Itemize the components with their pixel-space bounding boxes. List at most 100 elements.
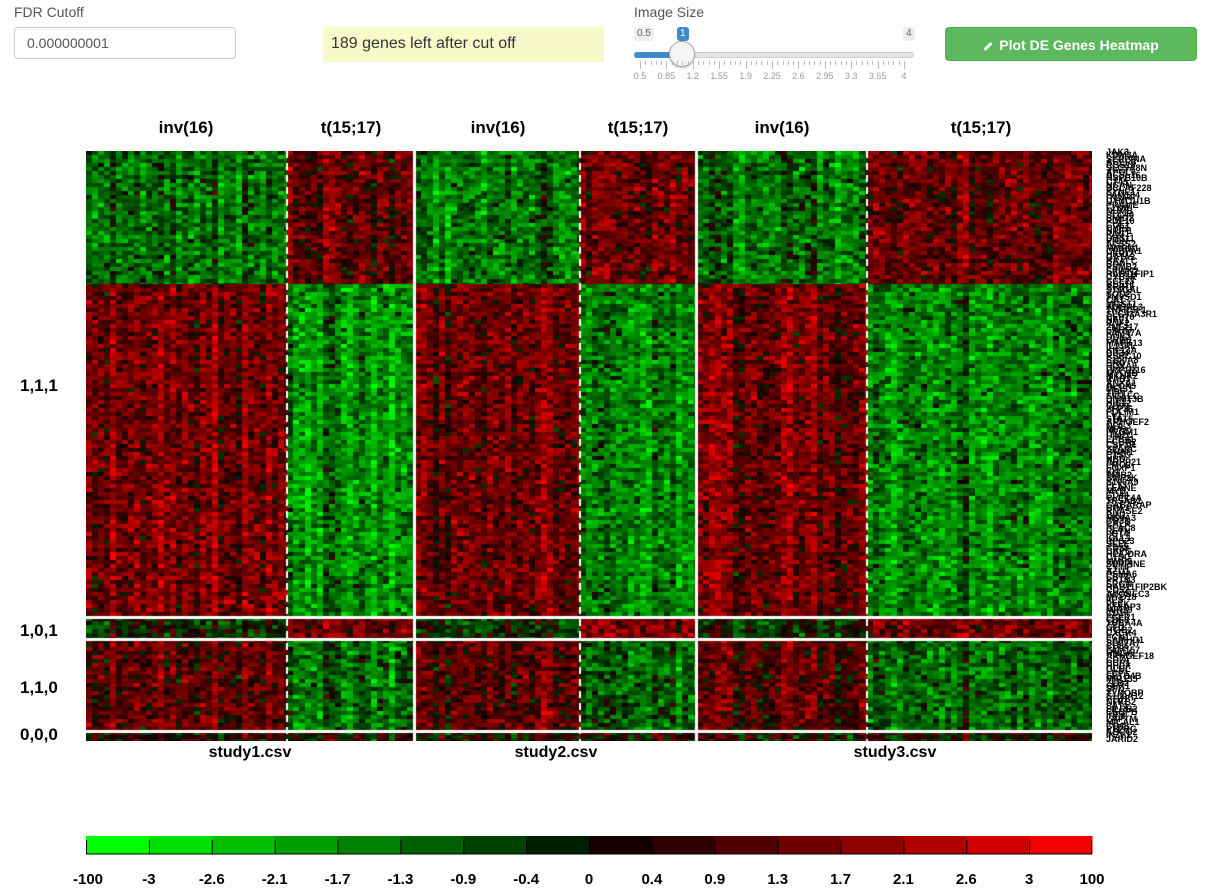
gene-label: DOK2 [1106, 331, 1132, 342]
gene-label: NFKB2 [1106, 697, 1137, 708]
gene-label: SLC7A7 [1106, 638, 1141, 649]
slider-tick-mark [650, 61, 652, 65]
gene-label: ACSS2 [1106, 239, 1137, 250]
gene-label: ERG [1106, 357, 1126, 368]
slider-tick-mark [845, 61, 847, 65]
gene-label: MYB [1106, 486, 1126, 497]
slider-tick-mark [640, 61, 641, 69]
gene-label: TM9SD1 [1106, 292, 1142, 303]
plot-de-genes-heatmap-button[interactable]: Plot DE Genes Heatmap [945, 27, 1197, 61]
color-legend [86, 836, 1093, 855]
gene-label: HLA-DRA [1106, 549, 1147, 560]
gene-label: ZFP36 [1106, 404, 1134, 415]
gene-label: AZU1 [1106, 565, 1130, 576]
gene-label: LYZ [1106, 410, 1123, 421]
gene-label: RSRC10 [1106, 351, 1142, 362]
gene-label: HIST2 [1106, 397, 1132, 408]
gene-label: CLEC4A [1106, 493, 1143, 504]
fdr-cutoff-input[interactable] [14, 27, 236, 59]
slider-tick-mark [898, 61, 900, 65]
gene-label: ATXAP3 [1106, 601, 1141, 612]
legend-swatch [148, 836, 213, 854]
slider-tick-mark [893, 61, 895, 65]
slider-tick-label: 2.25 [763, 71, 781, 81]
fdr-cutoff-label: FDR Cutoff [14, 4, 84, 20]
gene-label: HOXA9 [1106, 361, 1138, 372]
gene-label: FZD9 [1106, 203, 1129, 214]
legend-swatch [777, 836, 842, 854]
gene-label: ANXA1 [1106, 377, 1137, 388]
legend-swatch [714, 836, 779, 854]
row-label-101: 1,0,1 [20, 621, 58, 640]
gene-label: PSMA6 [1106, 568, 1138, 579]
slider-tick-mark [698, 61, 700, 65]
gene-label: SNHG [1106, 324, 1133, 335]
gene-label: TPSAB1 [1106, 496, 1142, 507]
gene-label: FUT4 [1106, 529, 1129, 540]
gene-label: APOL6 [1106, 166, 1137, 177]
gene-label: BMP2K [1106, 473, 1138, 484]
slider-tick-mark [793, 61, 795, 65]
legend-swatch [903, 836, 967, 854]
image-size-label: Image Size [634, 4, 705, 20]
slider-tick-mark [814, 61, 816, 65]
slider-tick-mark [724, 61, 726, 65]
slider-tick-label: 3.65 [868, 71, 887, 81]
gene-label: RPS23 [1106, 535, 1135, 546]
gene-label: SPI1 [1106, 684, 1126, 695]
slider-tick-mark [835, 61, 837, 65]
row-label-111: 1,1,1 [20, 376, 58, 395]
gene-label: CPA3 [1106, 502, 1130, 513]
slider-tick-label: 1.2 [686, 71, 700, 81]
slider-tick-mark [904, 61, 905, 69]
gene-label: KDM3A [1106, 150, 1139, 161]
image-size-slider-handle[interactable] [669, 41, 695, 67]
slider-tick-mark [782, 61, 784, 65]
slider-tick-mark [888, 61, 890, 65]
gene-label: MS4A3 [1106, 512, 1137, 523]
gene-label: CT45 [1106, 176, 1129, 187]
gene-label: PIGN [1106, 235, 1129, 246]
gene-label: FAM157 [1106, 644, 1141, 655]
gene-label: HIGD2 [1106, 249, 1134, 260]
slider-tick-mark [787, 61, 789, 65]
gene-label: MIR29 [1106, 605, 1133, 616]
gene-label: SYNE1 [1106, 186, 1136, 197]
gene-label: CCL23 [1106, 275, 1135, 286]
gene-label: ST6GAL [1106, 285, 1142, 296]
slider-tick-label: 2.6 [792, 71, 805, 81]
gene-label: SIGLEC [1106, 390, 1140, 401]
slider-tick-mark [798, 61, 800, 69]
gene-label: BCLAF228 [1106, 183, 1152, 194]
gene-label: SAT1 [1106, 700, 1129, 711]
gene-label: ARHGEF2 [1106, 417, 1150, 428]
slider-tick-mark [861, 61, 863, 65]
legend-tick-label: -1.3 [387, 871, 414, 888]
slider-tick-mark [676, 61, 678, 65]
legend-swatch [966, 836, 1030, 854]
slider-tick-mark [682, 61, 684, 65]
gene-label: FCN1 [1106, 631, 1130, 642]
gene-label: SETD4B [1106, 671, 1142, 682]
gene-label: ITGB2 [1106, 624, 1133, 635]
gene-label: HBD [1106, 453, 1126, 464]
gene-label: BIN1 [1106, 509, 1127, 520]
gene-label: FES [1106, 595, 1124, 606]
gene-label: RGS18 [1106, 160, 1136, 171]
legend-swatch [463, 836, 527, 854]
gene-label: CEP70 [1106, 311, 1135, 322]
gene-label: CD33 [1106, 516, 1130, 527]
legend-swatch [589, 836, 653, 854]
col-label-study3-t1517: t(15;17) [950, 118, 1012, 137]
gene-label: COL1 [1106, 219, 1131, 230]
gene-label: RNASE2 [1106, 506, 1143, 517]
gene-label: CEBPA1 [1106, 245, 1142, 256]
gene-label: S100A8 [1106, 354, 1139, 365]
legend-swatch [840, 836, 904, 854]
gene-label: CD34 [1106, 348, 1130, 359]
legend-swatch [526, 836, 590, 854]
gene-label: SERPINE [1106, 559, 1146, 569]
gene-label: CRIP1 [1106, 334, 1133, 345]
de-genes-heatmap [86, 151, 1092, 741]
slider-tick-mark [671, 61, 673, 65]
